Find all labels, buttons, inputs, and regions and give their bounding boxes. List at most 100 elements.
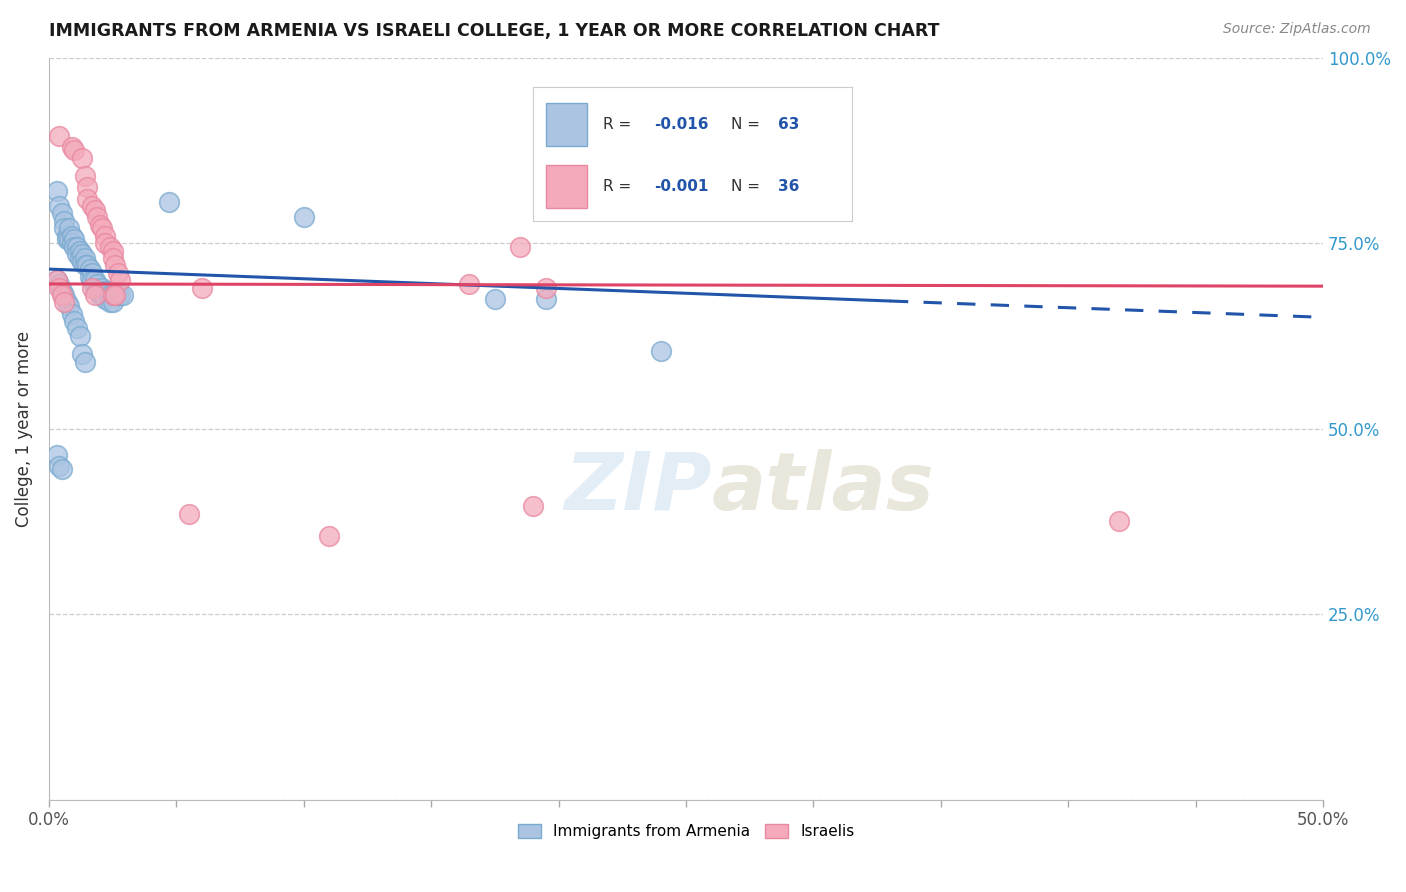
Point: [89, 218, 111, 232]
Point: [98, 295, 121, 310]
Point: [60, 236, 83, 251]
Point: [484, 292, 506, 306]
Point: [86, 277, 108, 291]
Point: [73, 355, 96, 369]
Point: [191, 280, 214, 294]
Point: [534, 292, 557, 306]
Point: [104, 288, 127, 302]
Point: [650, 343, 672, 358]
Point: [70, 347, 93, 361]
Point: [63, 240, 86, 254]
Text: Source: ZipAtlas.com: Source: ZipAtlas.com: [1223, 22, 1371, 37]
Point: [45, 448, 67, 462]
Point: [107, 288, 129, 302]
Point: [89, 288, 111, 302]
Point: [98, 288, 121, 302]
Point: [69, 244, 91, 258]
Point: [509, 240, 531, 254]
Point: [48, 128, 70, 143]
Point: [111, 288, 134, 302]
Point: [82, 273, 104, 287]
Point: [104, 288, 127, 302]
Point: [79, 269, 101, 284]
Point: [179, 507, 201, 521]
Point: [53, 288, 76, 302]
Point: [66, 247, 89, 261]
Point: [48, 199, 70, 213]
Point: [522, 500, 544, 514]
Point: [104, 259, 127, 273]
Point: [83, 202, 105, 217]
Point: [51, 285, 73, 299]
Point: [86, 210, 108, 224]
Point: [94, 285, 117, 299]
Point: [58, 232, 80, 246]
Point: [73, 251, 96, 265]
Point: [534, 280, 557, 294]
Text: atlas: atlas: [711, 449, 935, 527]
Point: [101, 288, 124, 302]
Point: [83, 273, 105, 287]
Point: [79, 262, 101, 277]
Point: [458, 277, 481, 291]
Point: [110, 288, 132, 302]
Point: [82, 266, 104, 280]
Point: [63, 314, 86, 328]
Point: [73, 169, 96, 184]
Y-axis label: College, 1 year or more: College, 1 year or more: [15, 331, 32, 526]
Point: [82, 280, 104, 294]
Point: [69, 251, 91, 265]
Point: [48, 277, 70, 291]
Point: [318, 529, 340, 543]
Point: [73, 259, 96, 273]
Point: [110, 273, 132, 287]
Point: [53, 221, 76, 235]
Point: [45, 273, 67, 287]
Point: [157, 195, 180, 210]
Point: [86, 285, 108, 299]
Point: [107, 266, 129, 280]
Point: [76, 259, 98, 273]
Point: [60, 139, 83, 153]
Point: [56, 295, 79, 310]
Text: ZIP: ZIP: [564, 449, 711, 527]
Point: [91, 288, 114, 302]
Point: [1108, 514, 1130, 528]
Point: [97, 285, 120, 299]
Point: [94, 228, 117, 243]
Text: IMMIGRANTS FROM ARMENIA VS ISRAELI COLLEGE, 1 YEAR OR MORE CORRELATION CHART: IMMIGRANTS FROM ARMENIA VS ISRAELI COLLE…: [49, 22, 939, 40]
Point: [83, 280, 105, 294]
Point: [83, 288, 105, 302]
Point: [94, 236, 117, 251]
Point: [58, 299, 80, 313]
Point: [58, 221, 80, 235]
Point: [56, 232, 79, 246]
Point: [292, 210, 315, 224]
Point: [48, 458, 70, 473]
Point: [70, 247, 93, 261]
Point: [101, 288, 124, 302]
Point: [48, 280, 70, 294]
Point: [63, 144, 86, 158]
Point: [69, 329, 91, 343]
Point: [101, 244, 124, 258]
Point: [66, 240, 89, 254]
Point: [70, 151, 93, 165]
Point: [53, 295, 76, 310]
Point: [91, 280, 114, 294]
Point: [70, 254, 93, 268]
Point: [82, 199, 104, 213]
Point: [76, 180, 98, 194]
Point: [53, 214, 76, 228]
Point: [51, 206, 73, 220]
Point: [45, 184, 67, 198]
Point: [94, 292, 117, 306]
Point: [76, 192, 98, 206]
Point: [60, 307, 83, 321]
Point: [66, 321, 89, 335]
Point: [60, 228, 83, 243]
Point: [101, 295, 124, 310]
Legend: Immigrants from Armenia, Israelis: Immigrants from Armenia, Israelis: [512, 818, 860, 846]
Point: [63, 232, 86, 246]
Point: [101, 251, 124, 265]
